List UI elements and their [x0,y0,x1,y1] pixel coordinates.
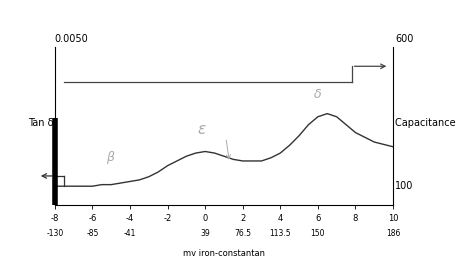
Text: -130: -130 [46,229,64,238]
Text: 186: 186 [386,229,400,238]
Text: $\delta$: $\delta$ [314,88,322,101]
Text: $\varepsilon$: $\varepsilon$ [197,122,206,137]
Text: 76.5: 76.5 [234,229,251,238]
Text: $\beta$: $\beta$ [106,149,116,166]
Text: Tan δ: Tan δ [28,118,54,128]
Text: -41: -41 [124,229,136,238]
Text: Capacitance  (PF): Capacitance (PF) [395,118,457,128]
Text: -85: -85 [86,229,99,238]
Text: 150: 150 [311,229,325,238]
Text: 39: 39 [200,229,210,238]
Text: 100: 100 [395,181,413,191]
Text: mv iron-constantan: mv iron-constantan [183,249,265,258]
Text: 0.0050: 0.0050 [55,34,89,44]
Text: 600: 600 [395,34,413,44]
Text: 113.5: 113.5 [270,229,291,238]
